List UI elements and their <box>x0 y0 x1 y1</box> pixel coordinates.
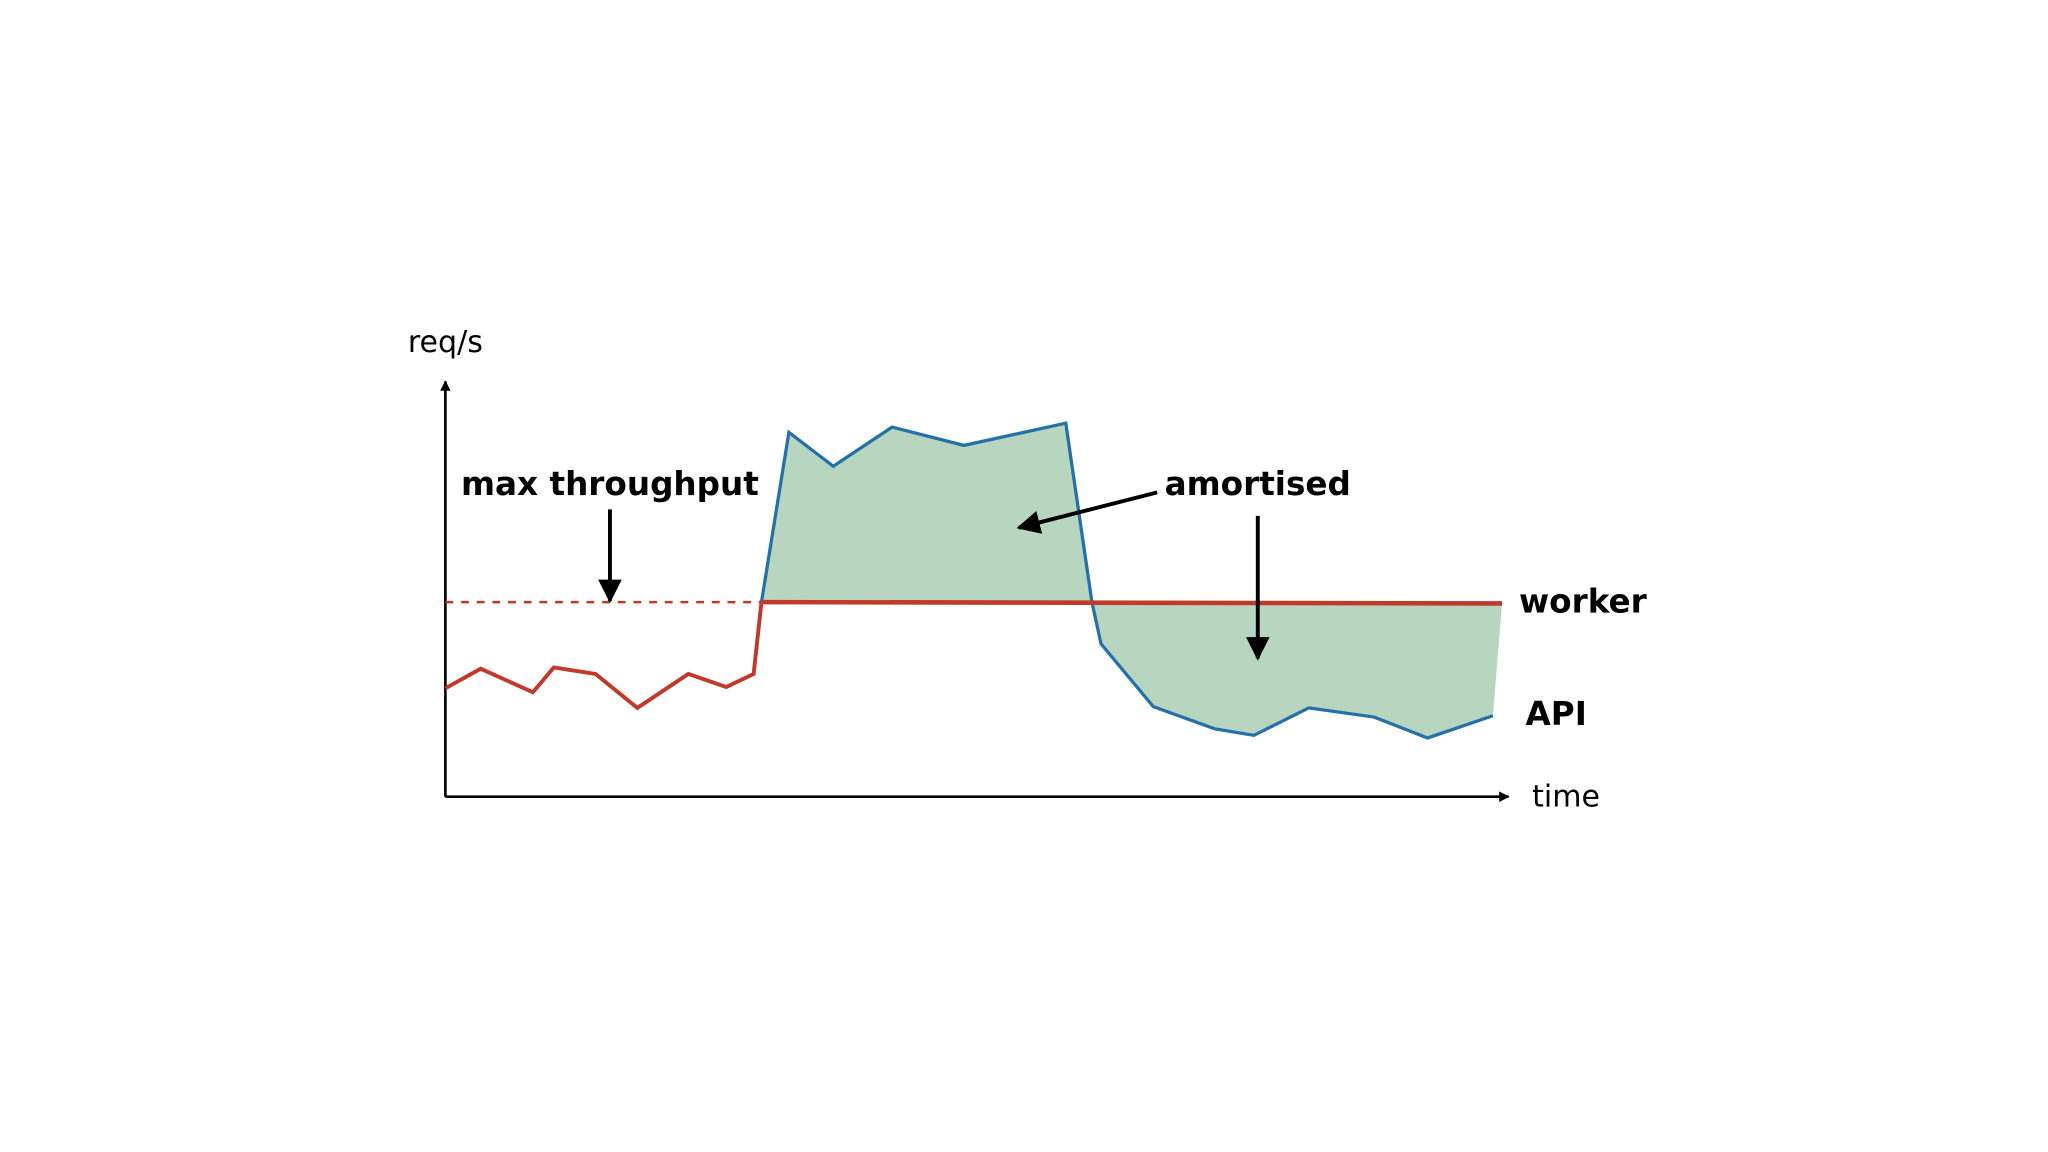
line-label: worker <box>1519 582 1647 620</box>
surplus-area <box>761 423 1092 603</box>
x-axis-label: time <box>1532 780 1600 815</box>
line-label: API <box>1526 695 1587 733</box>
worker-line <box>761 599 1503 606</box>
deficit-area <box>1091 602 1503 738</box>
y-axis-label: req/s <box>408 325 483 360</box>
api-line <box>759 421 1494 740</box>
annotation: max throughput <box>461 465 759 503</box>
api-line-low <box>444 601 764 711</box>
arrow <box>1016 490 1158 534</box>
annotation: amortised <box>1165 465 1351 503</box>
